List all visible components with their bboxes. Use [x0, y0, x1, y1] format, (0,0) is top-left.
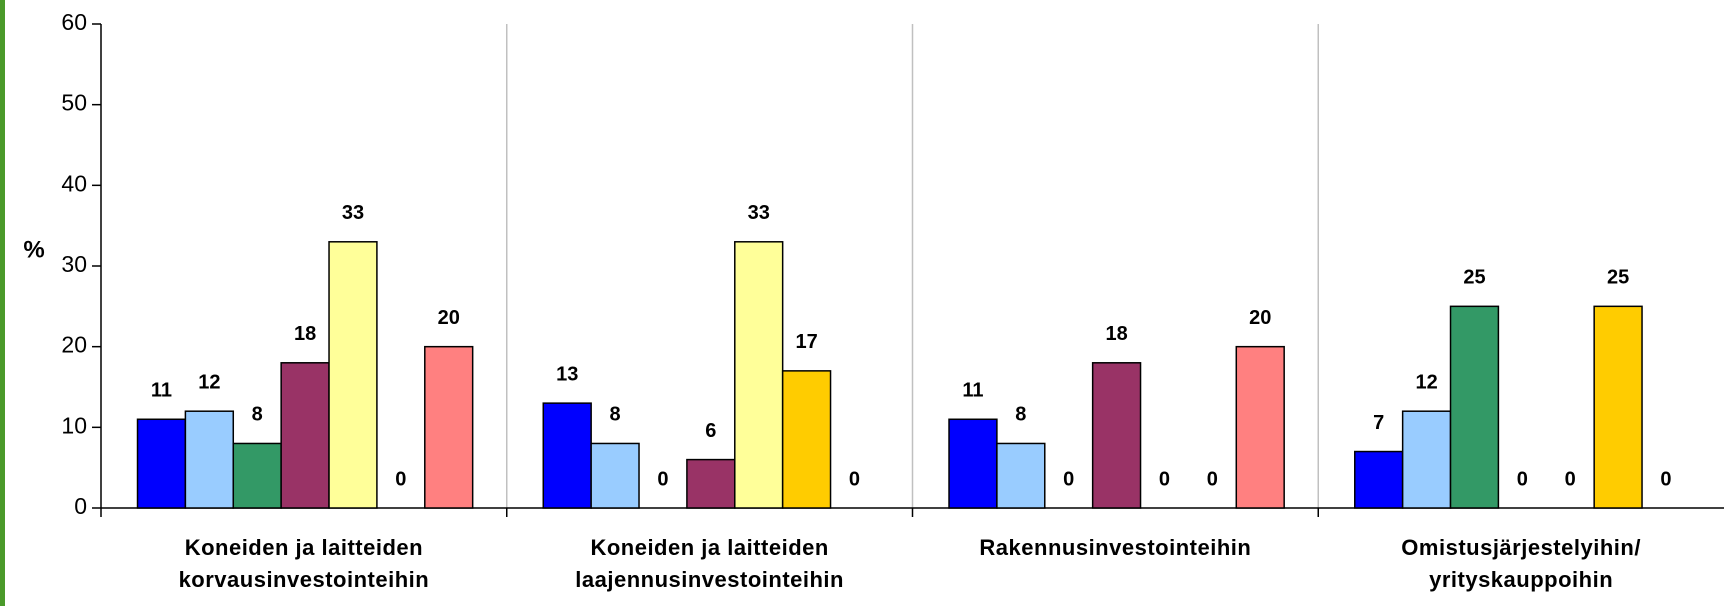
data-label: 25 [1607, 267, 1629, 289]
y-axis-label: % [23, 236, 44, 263]
data-label: 0 [1660, 468, 1671, 490]
bar [424, 345, 474, 509]
bar [948, 418, 998, 509]
left-border [0, 0, 5, 606]
data-label: 18 [1105, 323, 1127, 345]
x-tick-label: Koneiden ja laitteiden laajennusinvestoi… [575, 535, 844, 592]
y-tick-label: 50 [61, 90, 87, 116]
bar [996, 442, 1046, 509]
bar [1354, 450, 1404, 509]
bar [590, 442, 640, 509]
data-label: 0 [657, 468, 668, 490]
data-label: 0 [1207, 468, 1218, 490]
data-label: 7 [1373, 412, 1384, 434]
y-tick-label: 60 [61, 9, 87, 35]
y-tick-label: 10 [61, 412, 87, 438]
data-label: 8 [252, 404, 263, 426]
data-label: 0 [1517, 468, 1528, 490]
y-tick-label: 0 [74, 493, 87, 519]
data-label: 33 [342, 202, 364, 224]
data-label: 25 [1463, 267, 1485, 289]
bar [1449, 305, 1500, 509]
bar [542, 402, 592, 509]
bar [184, 410, 235, 509]
data-label: 0 [849, 468, 860, 490]
data-label: 0 [395, 468, 406, 490]
data-label: 33 [748, 202, 770, 224]
x-tick-label: Omistusjärjestelyihin/ yrityskauppoihin [1401, 535, 1641, 592]
data-label: 0 [1159, 468, 1170, 490]
data-label: 6 [705, 420, 716, 442]
bar [328, 241, 378, 509]
data-label: 20 [1249, 307, 1271, 329]
y-tick-label: 20 [61, 332, 87, 358]
y-tick-label: 30 [61, 251, 87, 277]
data-label: 11 [962, 380, 983, 402]
data-label: 12 [1415, 371, 1437, 393]
data-label: 0 [1063, 468, 1074, 490]
data-label: 18 [294, 323, 316, 345]
bar [280, 362, 330, 509]
data-label: 13 [556, 363, 578, 385]
data-label: 17 [795, 331, 817, 353]
bar [1235, 345, 1285, 509]
bar [1593, 305, 1643, 509]
x-tick-label: Koneiden ja laitteiden korvausinvestoint… [178, 535, 430, 592]
data-label: 0 [1565, 468, 1576, 490]
data-label: 20 [438, 307, 460, 329]
y-tick-label: 40 [61, 170, 87, 196]
data-label: 11 [151, 380, 172, 402]
x-tick-label: Rakennusinvestointeihin [979, 535, 1252, 560]
data-label: 12 [198, 371, 220, 393]
bar [686, 458, 736, 509]
bar [136, 418, 187, 509]
data-label: 8 [1015, 404, 1026, 426]
bar [781, 370, 832, 509]
bar [1401, 410, 1452, 509]
bar [734, 241, 784, 509]
bar [232, 442, 282, 509]
data-label: 8 [610, 404, 621, 426]
bar [1091, 362, 1142, 509]
